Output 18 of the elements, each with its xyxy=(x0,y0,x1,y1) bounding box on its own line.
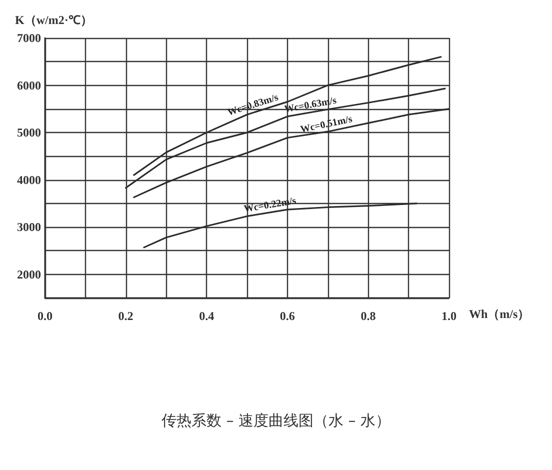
x-tick-label: 1.0 xyxy=(442,309,456,323)
y-tick-label: 2000 xyxy=(17,267,41,282)
x-axis-title: Wh（m/s） xyxy=(469,307,530,321)
y-tick-label: 5000 xyxy=(17,126,41,140)
y-tick-label: 6000 xyxy=(17,78,41,92)
x-tick-label: 0.0 xyxy=(38,309,52,323)
y-tick-label: 7000 xyxy=(17,31,41,45)
annotation: Wc=0.51m/s xyxy=(299,114,354,136)
x-tick-label: 0.8 xyxy=(360,309,376,323)
x-tick-label: 0.4 xyxy=(199,309,214,323)
annotation: Wc=0.22m/s xyxy=(243,196,298,216)
y-tick-label: 4000 xyxy=(17,172,41,187)
x-tick-label: 0.2 xyxy=(118,309,134,323)
y-axis-title: K（w/m2·℃） xyxy=(15,13,92,27)
text: 传热系数 – 速度曲线图（水 – 水） xyxy=(161,412,391,430)
y-tick-label: 3000 xyxy=(17,220,41,234)
annotation: Wc=0.63m/s xyxy=(284,95,338,116)
x-tick-label: 0.6 xyxy=(280,309,295,323)
